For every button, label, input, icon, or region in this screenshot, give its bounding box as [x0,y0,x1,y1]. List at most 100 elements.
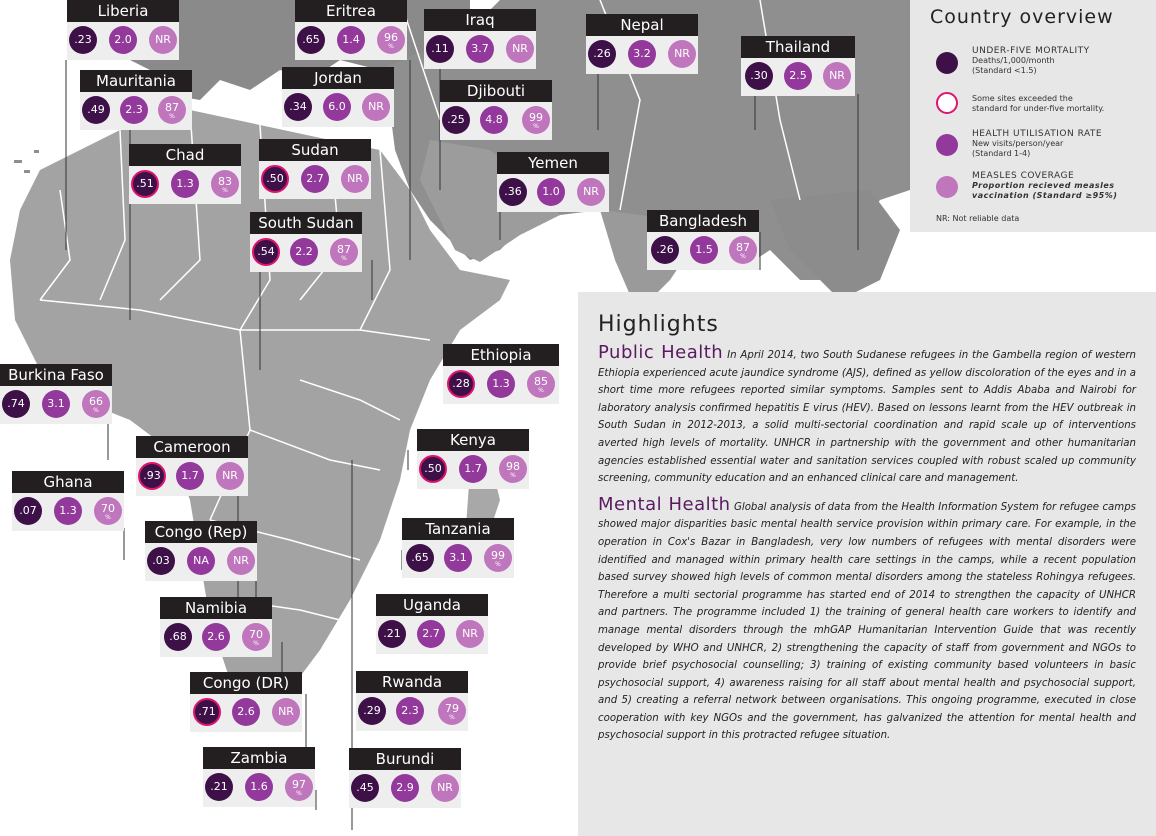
country-card: Yemen .36 1.0 NR [497,152,609,212]
under-five-mortality-value: .50 [419,455,447,483]
measles-coverage-number: 99 [491,549,505,562]
country-card: Burkina Faso .74 3.1 66% [0,364,112,424]
measles-coverage-value: 99% [484,544,512,572]
percent-sign: % [533,123,539,130]
country-card: Namibia .68 2.6 70% [160,597,272,657]
percent-sign: % [296,790,302,797]
under-five-mortality-value: .21 [205,773,233,801]
under-five-mortality-value: .65 [297,26,325,54]
health-utilisation-value: 2.2 [290,238,318,266]
country-name: Ethiopia [443,344,559,366]
measles-coverage-number: 70 [101,502,115,515]
percent-sign: % [105,514,111,521]
measles-coverage-value: NR [577,178,605,206]
measles-coverage-number: 87 [337,243,351,256]
health-utilisation-value: 1.4 [337,26,365,54]
health-utilisation-value: 3.1 [444,544,472,572]
under-five-mortality-swatch [936,52,958,74]
measles-coverage-value: NR [149,26,177,54]
country-card: Tanzania .65 3.1 99% [402,518,514,578]
under-five-mortality-value: .68 [164,623,192,651]
country-card: Nepal .26 3.2 NR [586,14,698,74]
country-name: Congo (DR) [190,672,302,694]
country-name: Iraq [424,9,536,31]
country-name: Ghana [12,471,124,493]
measles-coverage-number: 79 [445,702,459,715]
health-utilisation-value: 3.2 [628,40,656,68]
country-name: Sudan [259,139,371,161]
country-card: South Sudan .54 2.2 87% [250,212,362,272]
highlights-body: Public Health In April 2014, two South S… [598,344,1136,745]
highlights-title: Highlights [598,312,719,337]
health-utilisation-value: 3.1 [42,390,70,418]
under-five-mortality-value: .74 [2,390,30,418]
country-name: South Sudan [250,212,362,234]
country-card: Eritrea .65 1.4 96% [295,0,407,60]
legend-title: Country overview [930,6,1114,28]
under-five-mortality-value: .45 [351,774,379,802]
health-utilisation-value: 2.3 [120,96,148,124]
country-card: Uganda .21 2.7 NR [376,594,488,654]
country-card: Congo (DR) .71 2.6 NR [190,672,302,732]
measles-coverage-number: 96 [384,31,398,44]
measles-coverage-value: 99% [522,106,550,134]
measles-coverage-value: 97% [285,773,313,801]
country-card: Burundi .45 2.9 NR [349,748,461,808]
health-utilisation-value: 2.7 [417,620,445,648]
country-name: Burundi [349,748,461,770]
country-name: Uganda [376,594,488,616]
country-name: Zambia [203,747,315,769]
health-utilisation-legend: HEALTH UTILISATION RATE New visits/perso… [972,129,1150,159]
under-five-mortality-value: .51 [131,170,159,198]
measles-coverage-number: 83 [218,175,232,188]
country-card: Mauritania .49 2.3 87% [80,70,192,130]
under-five-mortality-value: .29 [358,697,386,725]
mental-health-text: Global analysis of data from the Health … [598,501,1136,742]
country-card: Jordan .34 6.0 NR [282,67,394,127]
under-five-mortality-value: .30 [745,62,773,90]
measles-coverage-value: 98% [499,455,527,483]
arabia-landmass [420,140,560,262]
country-card: Rwanda .29 2.3 79% [356,671,468,731]
country-card: Djibouti .25 4.8 99% [440,80,552,140]
legend-u5-label: UNDER-FIVE MORTALITY [972,46,1090,56]
country-card: Zambia .21 1.6 97% [203,747,315,807]
country-name: Namibia [160,597,272,619]
country-card: Cameroon .93 1.7 NR [136,436,248,496]
under-five-mortality-value: .54 [252,238,280,266]
country-card: Iraq .11 3.7 NR [424,9,536,69]
country-card: Congo (Rep) .03 NA NR [145,521,257,581]
measles-coverage-swatch [936,176,958,198]
percent-sign: % [740,253,746,260]
measles-coverage-number: 98 [506,460,520,473]
under-five-mortality-value: .93 [138,462,166,490]
health-utilisation-value: 2.7 [301,165,329,193]
public-health-text: In April 2014, two South Sudanese refuge… [598,350,1136,485]
under-five-mortality-value: .71 [193,698,221,726]
exceed-standard-swatch [936,92,958,114]
islands [14,150,39,173]
africa-landmass [10,110,510,700]
legend-hu-sub1: New visits/person/year [972,139,1064,148]
country-name: Jordan [282,67,394,89]
exceed-standard-legend: Some sites exceeded the standard for und… [972,94,1150,114]
legend-hu-label: HEALTH UTILISATION RATE [972,129,1103,139]
percent-sign: % [222,187,228,194]
health-utilisation-value: 2.5 [784,62,812,90]
measles-coverage-value: NR [431,774,459,802]
under-five-mortality-value: .21 [378,620,406,648]
percent-sign: % [495,561,501,568]
under-five-mortality-value: .49 [82,96,110,124]
measles-coverage-number: 87 [165,101,179,114]
country-name: Burkina Faso [0,364,112,386]
percent-sign: % [253,640,259,647]
legend-mc-sub2: vaccination (Standard ≥95%) [972,191,1118,200]
percent-sign: % [538,387,544,394]
country-card: Kenya .50 1.7 98% [417,429,529,489]
southeast-asia-landmass [770,190,900,300]
country-card: Sudan .50 2.7 NR [259,139,371,199]
legend-exceed-2: standard for under-five mortality. [972,104,1105,113]
measles-coverage-value: NR [216,462,244,490]
measles-coverage-number: 99 [529,111,543,124]
health-utilisation-value: 1.3 [54,497,82,525]
